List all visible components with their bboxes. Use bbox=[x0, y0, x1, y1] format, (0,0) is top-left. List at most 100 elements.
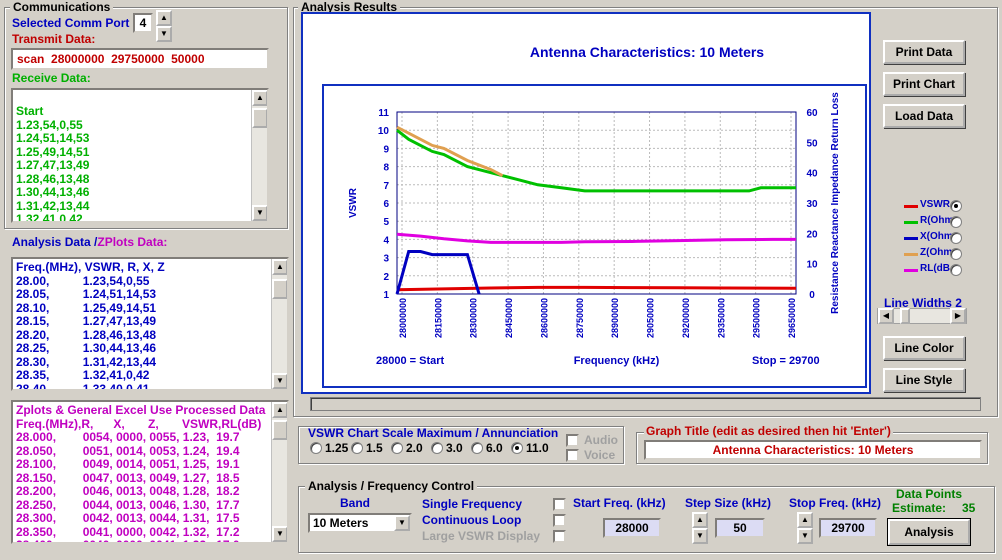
y-left-tick-label: 11 bbox=[378, 108, 389, 119]
step-size-down-button[interactable]: ▼ bbox=[797, 528, 813, 544]
continuous-loop-label[interactable]: Continuous Loop bbox=[422, 513, 522, 527]
scroll-up-icon[interactable]: ▲ bbox=[272, 259, 287, 275]
scale-radio-2-0[interactable] bbox=[391, 442, 403, 454]
audio-label: Audio bbox=[584, 433, 618, 447]
legend-item-rohm[interactable]: R(Ohm bbox=[900, 214, 970, 230]
comm-port-down-button[interactable]: ▼ bbox=[156, 26, 172, 42]
line-color-button[interactable]: Line Color bbox=[883, 336, 965, 360]
legend-item-rldb[interactable]: RL(dB bbox=[900, 262, 970, 278]
continuous-loop-checkbox[interactable] bbox=[553, 514, 566, 527]
legend-item-zohm[interactable]: Z(Ohm bbox=[900, 246, 970, 262]
legend-item-vswr[interactable]: VSWR bbox=[900, 198, 970, 214]
legend-radio[interactable] bbox=[950, 264, 962, 276]
list-item: 1.32,41,0,42 bbox=[16, 212, 83, 223]
legend-radio[interactable] bbox=[950, 200, 962, 212]
y-left-tick-label: 1 bbox=[383, 290, 389, 301]
list-item: 28.15, 1.27,47,13,49 bbox=[16, 314, 157, 328]
comm-port-up-button[interactable]: ▲ bbox=[156, 10, 172, 26]
list-item: 28.400, 0040, 0000, 0041, 1.33, 17.0 bbox=[16, 538, 284, 542]
large-vswr-checkbox[interactable] bbox=[553, 530, 566, 543]
audio-checkbox[interactable] bbox=[566, 434, 579, 447]
analysis-data-listbox[interactable]: Freq.(MHz), VSWR, R, X, Z 28.00, 1.23,54,… bbox=[11, 257, 289, 391]
legend-label: RL(dB bbox=[920, 263, 950, 274]
scroll-down-icon[interactable]: ▼ bbox=[252, 205, 267, 221]
stop-freq-field[interactable]: 29700 bbox=[819, 518, 877, 538]
y-left-tick-label: 10 bbox=[378, 126, 390, 137]
legend-label: Z(Ohm bbox=[920, 247, 953, 258]
start-freq-up-button[interactable]: ▲ bbox=[692, 512, 708, 528]
scroll-up-icon[interactable]: ▲ bbox=[272, 402, 287, 418]
control-panel bbox=[298, 486, 995, 553]
transmit-input[interactable]: scan 28000000 29750000 50000 bbox=[11, 48, 269, 70]
legend-item-xohm[interactable]: X(Ohm bbox=[900, 230, 970, 246]
list-item: 28.350, 0041, 0000, 0042, 1.32, 17.2 bbox=[16, 524, 240, 539]
legend-swatch bbox=[904, 269, 918, 272]
series-line-rohm bbox=[396, 129, 796, 193]
line-width-slider[interactable]: ◀ ▶ bbox=[877, 308, 967, 324]
receive-listbox[interactable]: Start 1.23,54,0,55 1.24,51,14,53 1.25,49,14… bbox=[11, 88, 269, 223]
print-data-button[interactable]: Print Data bbox=[883, 40, 965, 64]
x-tick-label: 28900000 bbox=[610, 298, 620, 338]
step-size-label: Step Size (kHz) bbox=[685, 496, 772, 510]
large-vswr-label[interactable]: Large VSWR Display bbox=[422, 529, 541, 543]
stop-label: Stop = 29700 bbox=[752, 355, 820, 367]
scale-radio-1-25[interactable] bbox=[310, 442, 322, 454]
list-item: Freq.(MHz),R, X, Z, VSWR,RL(dB) bbox=[16, 416, 262, 431]
analysis-button[interactable]: Analysis bbox=[887, 518, 971, 546]
scroll-down-icon[interactable]: ▼ bbox=[272, 526, 287, 542]
scroll-down-icon[interactable]: ▼ bbox=[272, 373, 287, 389]
scroll-up-icon[interactable]: ▲ bbox=[252, 90, 267, 106]
scale-radio-label: 1.25 bbox=[325, 441, 349, 455]
scroll-thumb[interactable] bbox=[272, 420, 287, 440]
legend-radio[interactable] bbox=[950, 232, 962, 244]
x-tick-label: 29050000 bbox=[646, 298, 656, 338]
receive-lines: Start 1.23,54,0,55 1.24,51,14,53 1.25,49,14… bbox=[16, 104, 264, 223]
start-freq-field[interactable]: 28000 bbox=[603, 518, 661, 538]
scale-radio-11-0[interactable] bbox=[511, 442, 523, 454]
comm-port-field[interactable]: 4 bbox=[133, 13, 153, 33]
slider-left-icon[interactable]: ◀ bbox=[878, 308, 894, 324]
list-item: 1.28,46,13,48 bbox=[16, 171, 90, 186]
step-size-field[interactable]: 50 bbox=[715, 518, 765, 538]
list-item: 28.250, 0044, 0013, 0046, 1.30, 17.7 bbox=[16, 497, 240, 512]
graph-title-input[interactable]: Antenna Characteristics: 10 Meters bbox=[644, 440, 982, 460]
list-item: Freq.(MHz), VSWR, R, X, Z bbox=[16, 260, 165, 274]
list-item: 28.150, 0047, 0013, 0049, 1.27, 18.5 bbox=[16, 470, 240, 485]
legend-swatch bbox=[904, 221, 918, 224]
scale-radio-label: 1.5 bbox=[366, 441, 383, 455]
legend-radio[interactable] bbox=[950, 248, 962, 260]
zplots-listbox[interactable]: Zplots & General Excel Use Processed Dat… bbox=[11, 400, 289, 544]
step-size-up-button[interactable]: ▲ bbox=[797, 512, 813, 528]
y-left-tick-label: 9 bbox=[383, 144, 389, 155]
chevron-down-icon[interactable]: ▼ bbox=[394, 515, 410, 531]
series-line-rldb bbox=[396, 232, 796, 244]
y-right-tick-label: 40 bbox=[806, 169, 818, 180]
scale-radio-6-0[interactable] bbox=[471, 442, 483, 454]
legend-swatch bbox=[904, 205, 918, 208]
slider-thumb[interactable] bbox=[900, 308, 910, 324]
band-select[interactable]: 10 Meters ▼ bbox=[308, 513, 412, 533]
single-frequency-label[interactable]: Single Frequency bbox=[422, 497, 523, 511]
zplots-scrollbar[interactable]: ▲ ▼ bbox=[271, 402, 287, 542]
receive-scrollbar[interactable]: ▲ ▼ bbox=[251, 90, 267, 221]
load-data-button[interactable]: Load Data bbox=[883, 104, 965, 128]
scroll-thumb[interactable] bbox=[252, 108, 267, 128]
single-frequency-checkbox[interactable] bbox=[553, 498, 566, 511]
list-item: 28.05, 1.24,51,14,53 bbox=[16, 287, 157, 301]
scroll-thumb[interactable] bbox=[272, 279, 287, 299]
analysis-scrollbar[interactable]: ▲ ▼ bbox=[271, 259, 287, 389]
voice-checkbox[interactable] bbox=[566, 449, 579, 462]
legend-radio[interactable] bbox=[950, 216, 962, 228]
scale-title: VSWR Chart Scale Maximum / Annunciation bbox=[308, 426, 559, 440]
print-chart-button[interactable]: Print Chart bbox=[883, 72, 965, 96]
slider-right-icon[interactable]: ▶ bbox=[950, 308, 966, 324]
series-legend: VSWR R(Ohm X(Ohm Z(Ohm RL(dB bbox=[900, 198, 970, 278]
scale-radio-1-5[interactable] bbox=[351, 442, 363, 454]
legend-swatch bbox=[904, 253, 918, 256]
list-item: 1.24,51,14,53 bbox=[16, 131, 90, 145]
plot-border bbox=[396, 111, 797, 295]
line-style-button[interactable]: Line Style bbox=[883, 368, 965, 392]
start-freq-down-button[interactable]: ▼ bbox=[692, 528, 708, 544]
scale-radio-3-0[interactable] bbox=[431, 442, 443, 454]
analysis-data-lines: Freq.(MHz), VSWR, R, X, Z 28.00, 1.23,54,… bbox=[16, 260, 284, 389]
